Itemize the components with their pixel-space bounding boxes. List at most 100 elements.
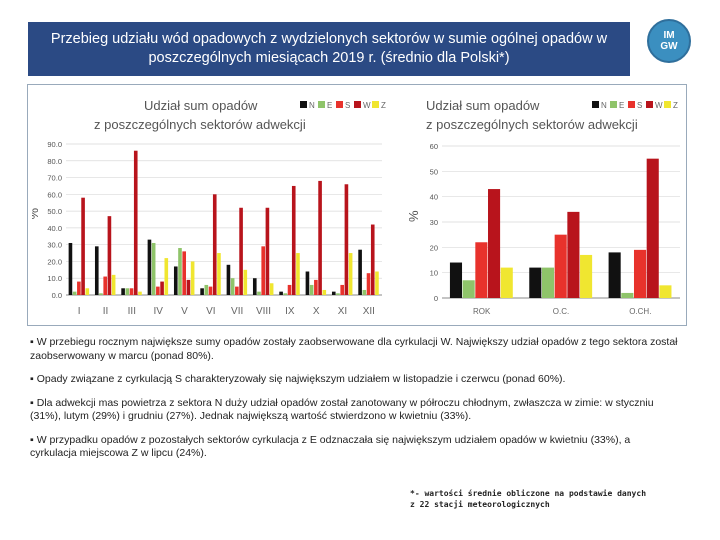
legend-label-n: N (309, 101, 315, 110)
x-category-label: VII (231, 306, 243, 317)
bullet-text: W przypadku opadów z pozostałych sektoró… (30, 433, 631, 460)
seasonal-share-chart: Udział sum opadów z poszczególnych sektor… (392, 88, 684, 324)
seasonal-share-chart-svg: Udział sum opadów z poszczególnych sektor… (406, 98, 680, 316)
x-category-label: V (181, 306, 188, 317)
y-axis-label: % (406, 210, 421, 222)
bar-e (257, 291, 261, 295)
chart-title-line-2: z poszczególnych sektorów adwekcji (426, 117, 638, 132)
bar-e (621, 292, 634, 298)
title-banner: Przebieg udziału wód opadowych z wydziel… (28, 22, 630, 76)
bar-w (370, 224, 375, 295)
bar-z (190, 261, 195, 295)
y-tick-label: 20.0 (47, 257, 62, 266)
bar-z (269, 283, 274, 295)
bar-z (243, 269, 248, 295)
bar-e (230, 278, 235, 295)
bar-z (500, 267, 513, 298)
bar-e (99, 293, 103, 295)
y-tick-label: 40 (430, 193, 438, 202)
bar-w (291, 185, 296, 295)
bullet-marker: ▪ (30, 336, 34, 348)
bar-e (462, 280, 475, 298)
bar-n (331, 291, 336, 295)
bullet-text: Dla adwekcji mas powietrza z sektora N d… (30, 396, 654, 423)
x-category-label: ROK (473, 307, 491, 316)
legend-swatch-n (300, 101, 307, 108)
y-tick-label: 90.0 (47, 140, 62, 149)
bar-n (68, 242, 73, 295)
bar-e (151, 242, 156, 295)
bar-w (488, 189, 501, 298)
bar-n (252, 278, 257, 295)
bar-w (646, 158, 659, 298)
bar-s (287, 284, 292, 295)
bar-z (111, 274, 116, 295)
x-category-label: VIII (256, 306, 271, 317)
legend-swatch-w (646, 101, 653, 108)
bar-e (204, 284, 209, 295)
y-tick-label: 10.0 (47, 274, 62, 283)
legend-label-z: Z (673, 101, 678, 110)
legend-swatch-e (610, 101, 617, 108)
legend-label-w: W (655, 101, 663, 110)
bar-e (178, 248, 182, 295)
bar-z (296, 253, 300, 295)
bar-z (375, 271, 379, 295)
legend-label-e: E (619, 101, 624, 110)
bar-n (94, 246, 99, 295)
y-tick-label: 10 (430, 269, 438, 278)
bar-w (567, 211, 580, 298)
bar-n (305, 271, 310, 295)
y-axis-label: % (32, 208, 41, 220)
bullet-item: ▪ W przebiegu rocznym największe sumy opa… (30, 336, 678, 363)
bar-n (226, 264, 231, 295)
y-tick-label: 30.0 (47, 241, 62, 250)
bar-s (103, 276, 108, 295)
x-category-label: O.C. (553, 307, 569, 316)
bar-s (182, 251, 187, 295)
bar-z (659, 285, 672, 298)
bar-s (475, 242, 488, 298)
bullet-marker: ▪ (30, 396, 34, 409)
legend-swatch-w (354, 101, 361, 108)
y-tick-label: 0.0 (52, 291, 62, 300)
x-category-label: III (128, 306, 136, 317)
y-tick-label: 60.0 (47, 190, 62, 199)
bar-e (541, 267, 555, 298)
bar-s (261, 246, 266, 295)
bullet-item: ▪ W przypadku opadów z pozostałych sektor… (30, 434, 678, 461)
y-tick-label: 0 (434, 294, 438, 303)
x-category-label: X (313, 306, 320, 317)
bullet-item: ▪ Opady związane z cyrkulacją S charakter… (30, 373, 678, 387)
y-tick-label: 50.0 (47, 207, 62, 216)
logo-line-2: GW (660, 41, 678, 52)
bar-e (72, 291, 77, 295)
legend-label-n: N (601, 101, 607, 110)
bar-w (212, 194, 217, 295)
footnote-line-1: *- wartości średnie obliczone na podstaw… (410, 489, 647, 498)
legend-label-e: E (327, 101, 332, 110)
y-tick-label: 30 (430, 218, 438, 227)
x-category-label: I (78, 306, 81, 317)
chart-title-line-2: z poszczególnych sektorów adwekcji (94, 117, 306, 132)
legend-swatch-n (592, 101, 599, 108)
bar-n (608, 252, 621, 298)
bar-w (186, 279, 191, 295)
monthly-share-chart-svg: Udział sum opadów z poszczególnych sektor… (32, 98, 386, 317)
x-category-label: IV (153, 306, 163, 317)
bar-w (265, 207, 270, 295)
y-tick-label: 50 (430, 167, 438, 176)
slide-title: Przebieg udziału wód opadowych z wydziel… (50, 31, 608, 66)
bullet-marker: ▪ (30, 373, 34, 385)
bar-s (156, 286, 160, 295)
bar-z (580, 254, 593, 298)
chart-title-line-1: Udział sum opadów (144, 98, 258, 113)
bar-w (160, 281, 164, 295)
bar-n (173, 266, 178, 295)
bar-z (164, 258, 169, 295)
bar-e (125, 288, 130, 295)
monthly-share-chart: Udział sum opadów z poszczególnych sektor… (32, 88, 388, 324)
bar-s (340, 284, 345, 295)
legend-label-s: S (345, 101, 350, 110)
x-category-label: XII (363, 306, 375, 317)
